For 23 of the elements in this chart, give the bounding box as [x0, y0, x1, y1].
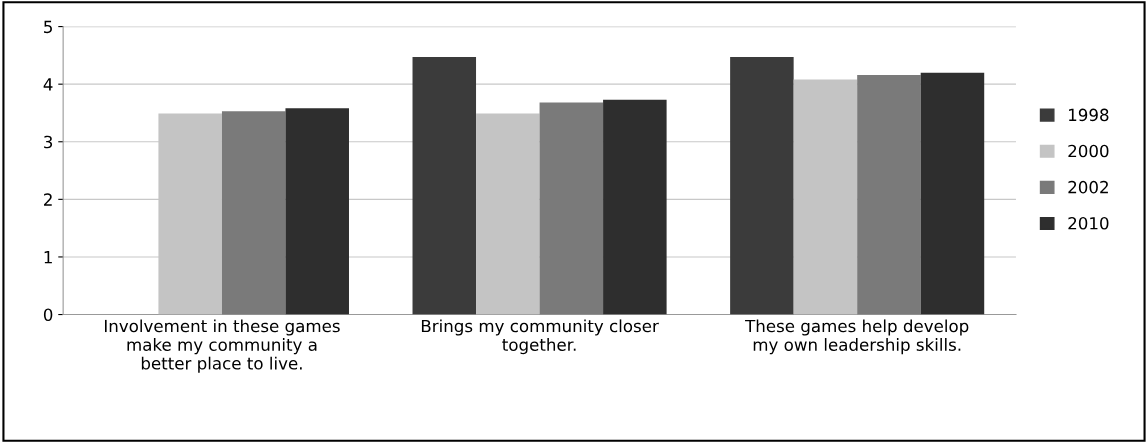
y-tick-label: 5 [44, 20, 52, 34]
bar [285, 108, 349, 315]
bar [920, 72, 985, 315]
y-tick-label: 1 [44, 251, 52, 264]
bar [539, 102, 604, 315]
legend-label: 2010 [1068, 216, 1109, 230]
bar [730, 57, 794, 315]
legend-label: 2000 [1068, 144, 1109, 158]
legend-label: 2002 [1068, 180, 1108, 194]
y-tick-label: 2 [44, 193, 52, 206]
x-tick-label: These games help develop my own leadership skills. [745, 319, 969, 355]
legend-label: 1998 [1069, 108, 1109, 122]
y-tick-label: 3 [44, 135, 53, 149]
x-tick-label: Involvement in these games make my community a better place to live. [104, 319, 340, 373]
bar [221, 111, 286, 315]
bar [476, 113, 540, 315]
y-tick-label: 0 [43, 308, 53, 322]
bar [603, 99, 667, 315]
y-tick-label: 4 [43, 78, 53, 91]
bar [412, 57, 477, 315]
bar [793, 79, 858, 315]
bar [857, 74, 921, 315]
x-tick-label: Brings my community closer together. [421, 319, 659, 355]
